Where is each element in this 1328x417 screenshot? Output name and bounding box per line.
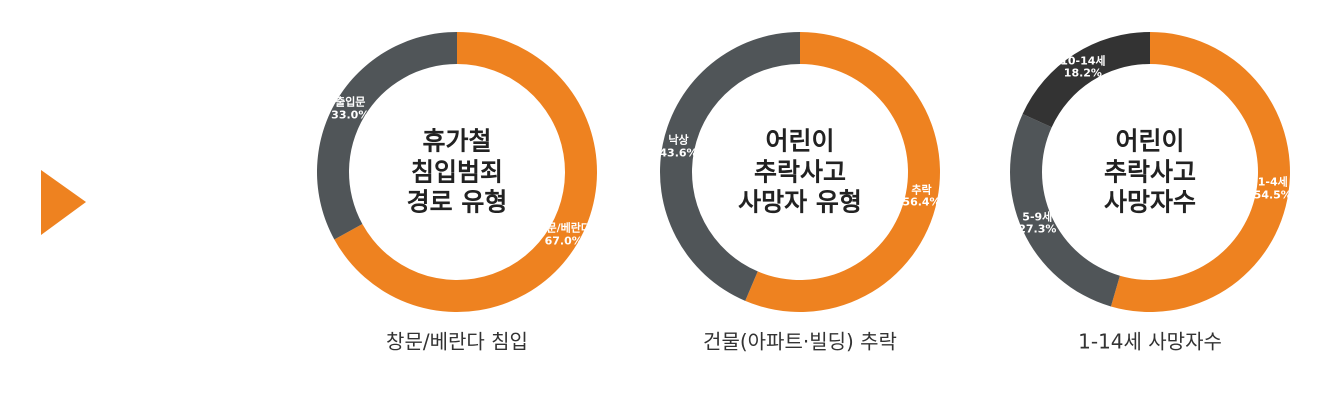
slice-value: 54.5% <box>1253 188 1292 202</box>
slice-value: 67.0% <box>544 234 583 248</box>
slice-name: 창문/베란다 <box>536 221 592 235</box>
slice-name: 출입문 <box>335 95 366 109</box>
slice-value: 27.3% <box>1018 222 1057 236</box>
caption: 창문/베란다 침입 <box>386 329 528 354</box>
slice-value: 33.0% <box>331 107 370 121</box>
slice-value: 56.4% <box>902 195 941 209</box>
slice-label: 창문/베란다 67.0% <box>536 222 591 247</box>
slice-label: 추락 56.4% <box>902 183 941 209</box>
donut-slice <box>1110 32 1291 312</box>
slice-name: 10-14세 <box>1060 54 1106 68</box>
slice-name: 1-4세 <box>1257 175 1288 189</box>
caption: 건물(아파트·빌딩) 추락 <box>703 329 897 354</box>
slice-label: 낙상 43.6% <box>659 133 698 160</box>
donut-title: 어린이 추락사고 사망자 유형 <box>738 126 862 217</box>
donut-slice <box>317 32 457 240</box>
slice-label: 1-4세 54.5% <box>1253 175 1292 202</box>
slice-value: 43.6% <box>659 146 698 160</box>
slice-label: 10-14세 18.2% <box>1060 54 1106 80</box>
donut-slice <box>660 32 800 301</box>
caption: 1-14세 사망자수 <box>1078 329 1222 354</box>
donut-slice <box>745 32 940 312</box>
donut-title: 휴가철 침입범죄 경로 유형 <box>406 126 508 217</box>
donut-slice <box>1022 32 1150 128</box>
slice-name: 5-9세 <box>1022 210 1053 224</box>
slice-value: 18.2% <box>1063 66 1102 80</box>
donut-title: 어린이 추락사고 사망자수 <box>1103 126 1197 217</box>
slice-name: 추락 <box>911 183 932 197</box>
donut-slice <box>1010 113 1120 307</box>
slice-name: 낙상 <box>668 133 689 147</box>
arrow-icon <box>41 170 86 235</box>
slice-label: 출입문 33.0% <box>331 96 369 121</box>
slice-label: 5-9세 27.3% <box>1018 210 1057 236</box>
